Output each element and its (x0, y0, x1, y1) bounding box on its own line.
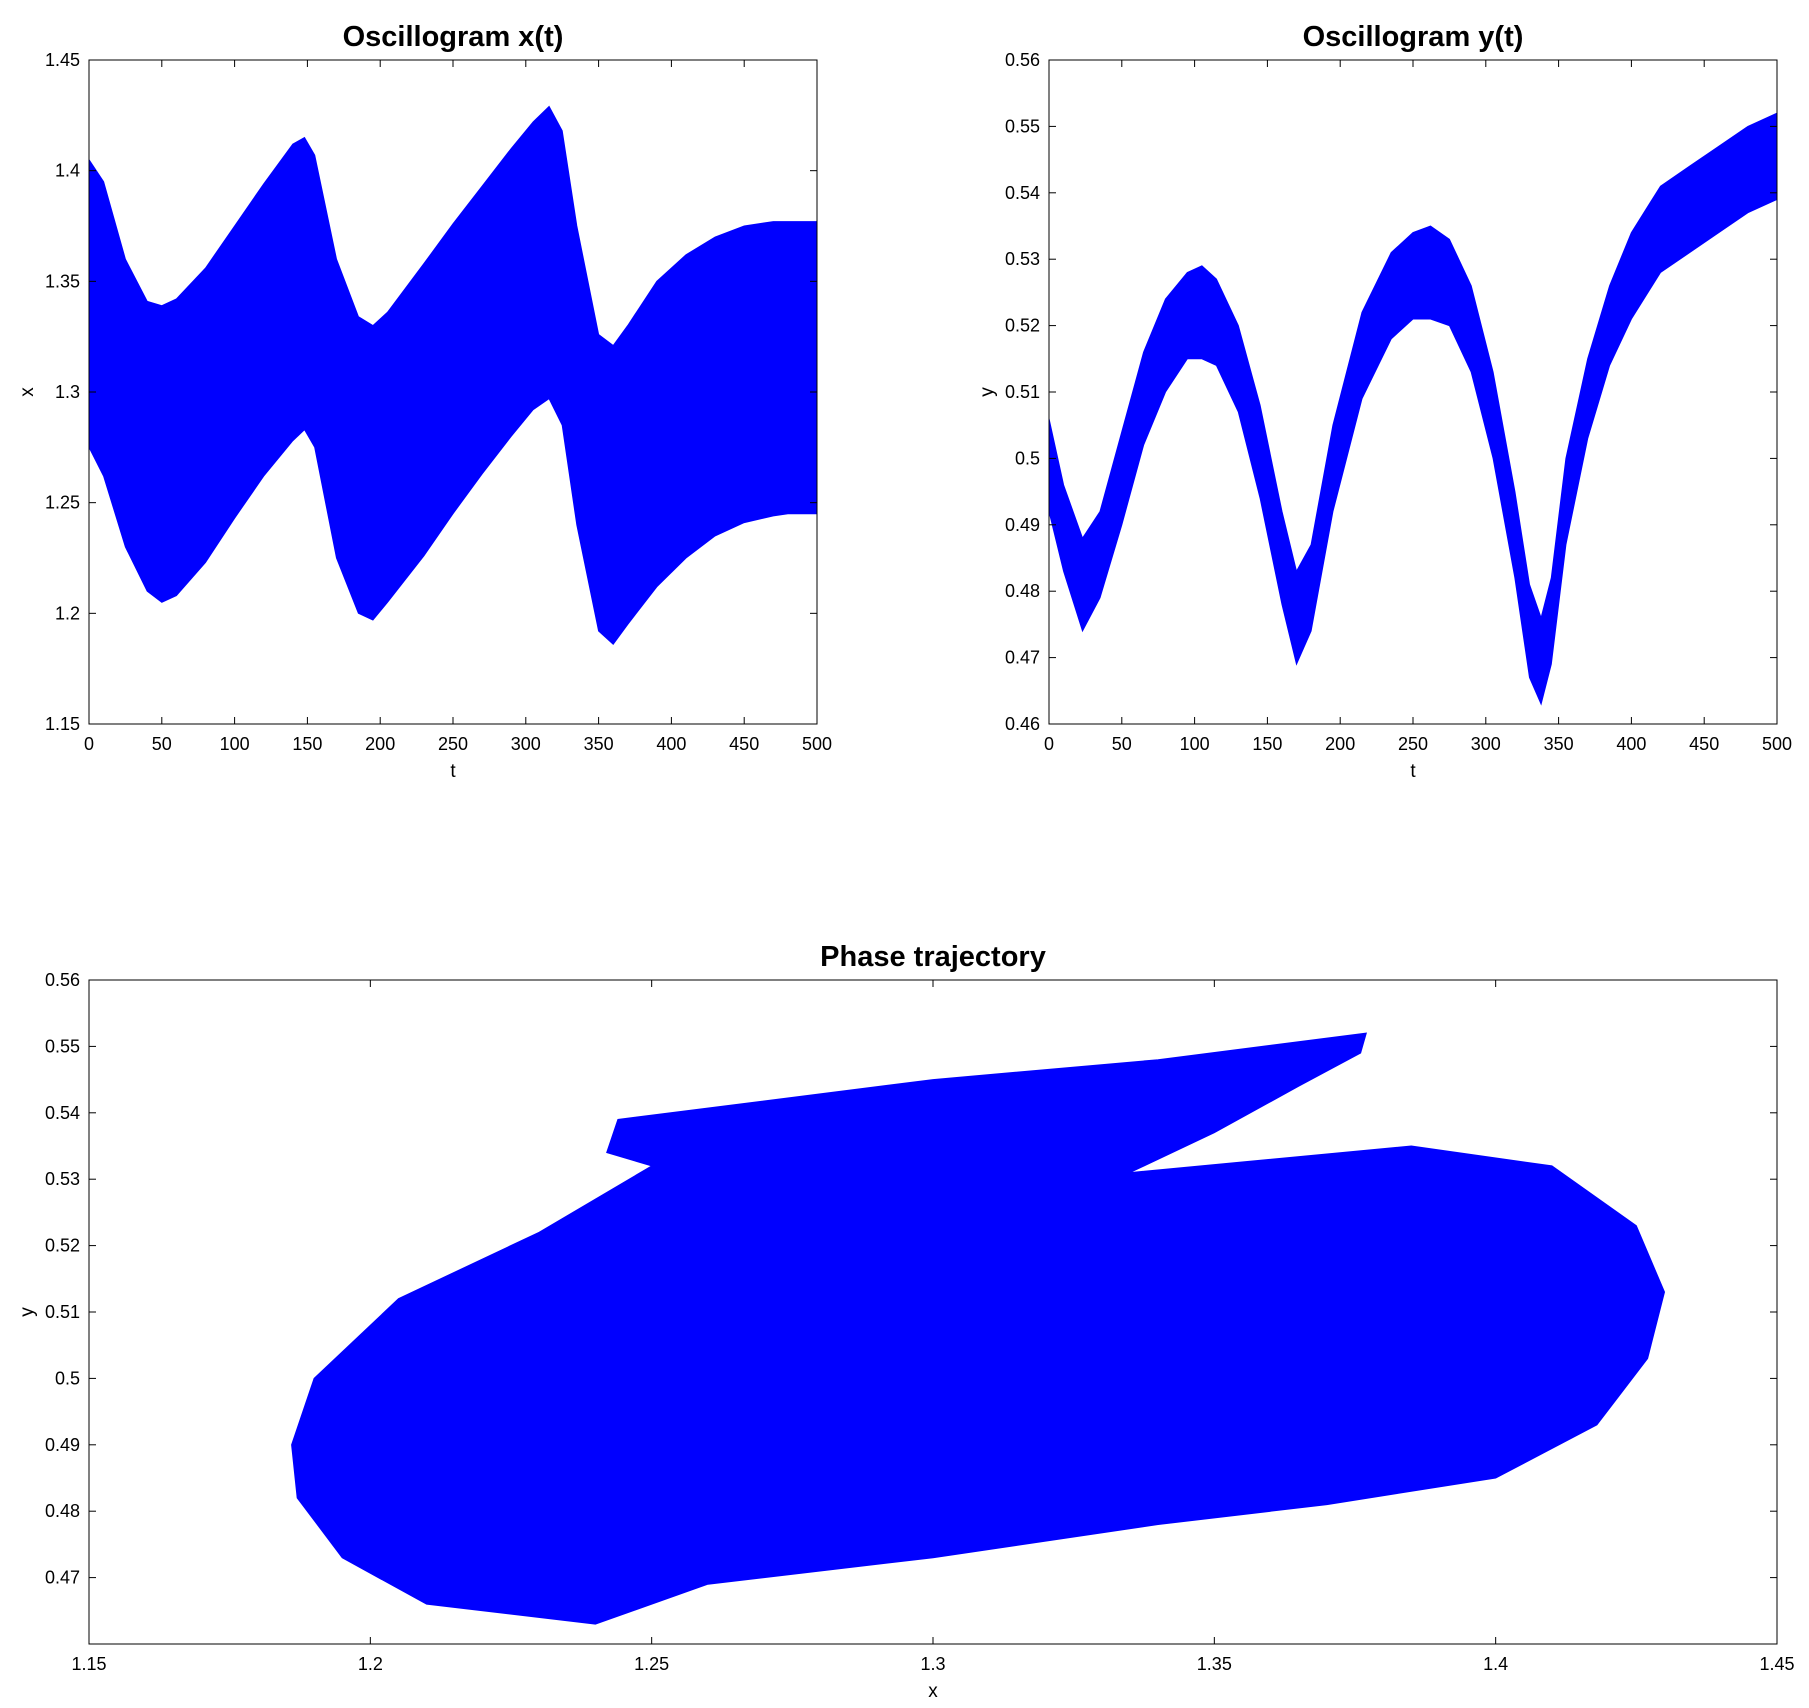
y-tick-label: 1.25 (45, 493, 80, 513)
y-tick-label: 0.54 (1005, 183, 1040, 203)
y-tick-label: 1.4 (55, 161, 80, 181)
x-tick-label: 1.15 (71, 1654, 106, 1674)
y-tick-label: 0.55 (1005, 116, 1040, 136)
series-phase-0 (291, 1032, 1666, 1625)
x-axis-label: t (450, 761, 456, 782)
chart-y: 0 50 100 150 200 250 300 350 400 450 500 0.46 0.47 0.… (977, 21, 1792, 782)
x-tick-label: 450 (1689, 734, 1719, 754)
y-tick-label: 0.51 (1005, 382, 1040, 402)
x-tick-label: 500 (802, 734, 832, 754)
y-tick-label: 0.46 (1005, 714, 1040, 734)
x-tick-label: 1.35 (1197, 1654, 1232, 1674)
y-tick-label: 0.48 (45, 1501, 80, 1521)
x-axis-label: t (1410, 761, 1416, 782)
y-tick-label: 0.53 (1005, 249, 1040, 269)
y-tick-label: 0.55 (45, 1036, 80, 1056)
chart-phase: 1.15 1.2 1.25 1.3 1.35 1.4 1.45 0.47 0.48 0.49 0.5… (17, 941, 1795, 1702)
y-tick-label: 1.45 (45, 50, 80, 70)
y-tick-label: 1.3 (55, 382, 80, 402)
chart-title: Phase trajectory (820, 941, 1046, 973)
y-tick-label: 0.51 (45, 1302, 80, 1322)
x-tick-label: 300 (511, 734, 541, 754)
x-tick-label: 50 (152, 734, 172, 754)
y-tick-label: 1.2 (55, 603, 80, 623)
y-axis-label: y (977, 387, 998, 397)
y-tick-label: 0.47 (45, 1568, 80, 1588)
y-tick-label: 0.52 (1005, 316, 1040, 336)
y-tick-label: 0.54 (45, 1103, 80, 1123)
x-tick-label: 1.45 (1759, 1654, 1794, 1674)
x-tick-label: 400 (656, 734, 686, 754)
x-tick-label: 1.25 (634, 1654, 669, 1674)
x-tick-label: 1.3 (920, 1654, 945, 1674)
x-tick-label: 500 (1762, 734, 1792, 754)
x-tick-label: 150 (292, 734, 322, 754)
y-tick-label: 0.53 (45, 1169, 80, 1189)
x-tick-label: 100 (1180, 734, 1210, 754)
x-tick-label: 1.2 (358, 1654, 383, 1674)
y-axis-label: y (17, 1307, 38, 1317)
x-tick-label: 250 (438, 734, 468, 754)
y-tick-label: 0.5 (55, 1368, 80, 1388)
series-y-0 (1048, 112, 1778, 706)
x-tick-label: 200 (365, 734, 395, 754)
x-tick-label: 350 (1544, 734, 1574, 754)
y-tick-label: 0.49 (1005, 515, 1040, 535)
y-tick-label: 0.56 (1005, 50, 1040, 70)
x-tick-label: 100 (220, 734, 250, 754)
chart-x: 0 50 100 150 200 250 300 350 400 450 500 1.15 1.2 1.2… (17, 21, 832, 782)
x-tick-label: 150 (1252, 734, 1282, 754)
y-tick-label: 0.48 (1005, 581, 1040, 601)
y-axis-label: x (17, 387, 38, 397)
x-tick-label: 0 (84, 734, 94, 754)
y-tick-label: 1.15 (45, 714, 80, 734)
x-tick-label: 450 (729, 734, 759, 754)
x-tick-label: 350 (584, 734, 614, 754)
series-x-0 (88, 105, 818, 646)
x-tick-label: 300 (1471, 734, 1501, 754)
y-tick-label: 0.56 (45, 970, 80, 990)
x-tick-label: 400 (1616, 734, 1646, 754)
x-tick-label: 1.4 (1483, 1654, 1508, 1674)
chart-title: Oscillogram x(t) (343, 21, 564, 53)
x-axis-label: x (928, 1681, 938, 1702)
x-tick-label: 50 (1112, 734, 1132, 754)
x-tick-label: 200 (1325, 734, 1355, 754)
y-tick-label: 0.5 (1015, 448, 1040, 468)
y-tick-label: 0.47 (1005, 648, 1040, 668)
x-tick-label: 250 (1398, 734, 1428, 754)
y-tick-label: 0.49 (45, 1435, 80, 1455)
y-tick-label: 1.35 (45, 271, 80, 291)
y-tick-label: 0.52 (45, 1236, 80, 1256)
chart-title: Oscillogram y(t) (1303, 21, 1524, 53)
x-tick-label: 0 (1044, 734, 1054, 754)
